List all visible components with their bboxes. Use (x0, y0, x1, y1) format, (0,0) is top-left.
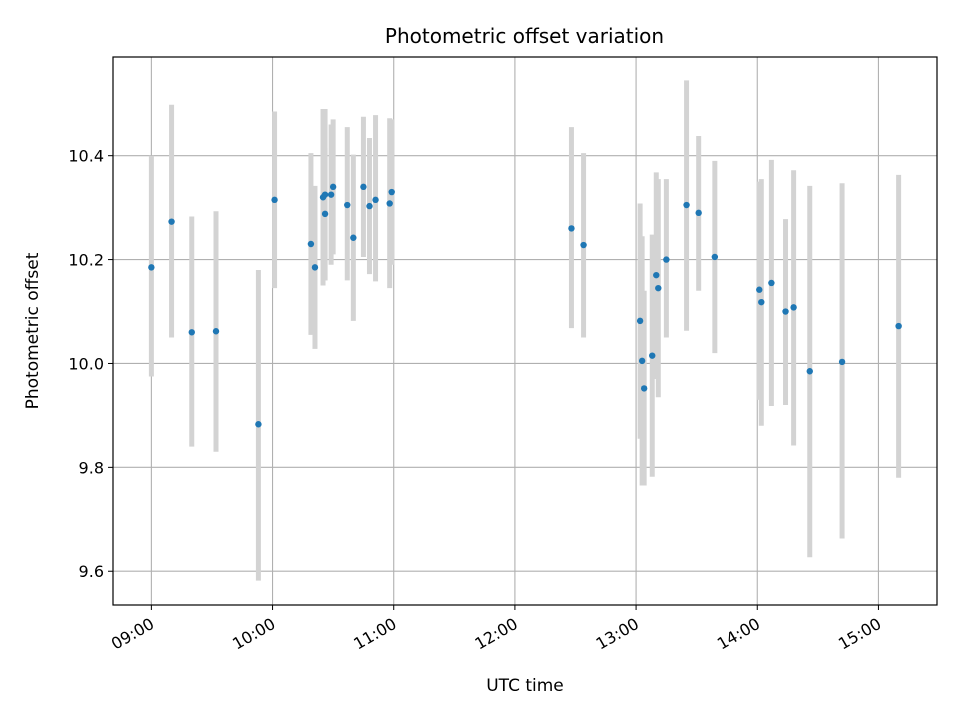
data-point (372, 196, 379, 204)
data-point (148, 264, 155, 271)
data-point (360, 183, 367, 191)
data-point (768, 279, 775, 287)
data-point (758, 298, 765, 306)
data-point (271, 196, 278, 204)
data-point (636, 317, 644, 325)
data-points (148, 183, 902, 428)
data-point (188, 329, 195, 336)
y-tick-label: 9.6 (79, 562, 104, 581)
data-point (212, 328, 220, 335)
data-point (386, 200, 393, 207)
x-axis-label: UTC time (486, 676, 564, 696)
data-point (255, 421, 262, 428)
y-tick-label: 10.2 (68, 251, 104, 270)
data-point (388, 188, 395, 196)
x-tick-label: 15:00 (835, 614, 884, 654)
data-point (311, 264, 319, 271)
data-point (638, 357, 646, 365)
data-point (640, 385, 648, 392)
x-tick-label: 14:00 (714, 614, 763, 654)
data-point (806, 368, 813, 375)
data-point (653, 271, 660, 279)
y-tick-label: 10.0 (68, 354, 104, 373)
data-point (649, 352, 656, 359)
x-tick-label: 10:00 (229, 614, 278, 654)
y-axis-ticks: 9.6 9.8 10.0 10.2 10.4 (68, 147, 113, 581)
y-tick-label: 9.8 (79, 458, 104, 477)
plot-frame (112, 56, 938, 606)
y-axis-label: Photometric offset (23, 252, 43, 409)
data-point (663, 256, 670, 263)
data-point (366, 202, 373, 210)
data-point (568, 225, 575, 232)
data-point (782, 308, 789, 315)
grid (113, 57, 937, 605)
data-point (711, 253, 719, 261)
x-tick-label: 12:00 (471, 614, 520, 654)
data-point (895, 322, 902, 330)
data-point (344, 201, 351, 209)
data-point (756, 286, 763, 293)
data-point (307, 240, 315, 248)
data-point (695, 209, 702, 217)
x-tick-label: 11:00 (350, 614, 399, 654)
data-point (168, 218, 175, 225)
x-tick-label: 09:00 (108, 614, 157, 654)
chart-title: Photometric offset variation (385, 24, 664, 48)
data-point (683, 201, 690, 209)
data-point (655, 284, 662, 292)
data-point (327, 191, 335, 198)
x-axis-ticks: 09:00 10:00 11:00 12:00 13:00 14:00 15:00 (108, 605, 884, 654)
y-tick-label: 10.4 (68, 147, 104, 166)
x-tick-label: 13:00 (593, 614, 642, 654)
data-point (321, 191, 329, 198)
data-point (329, 183, 337, 191)
data-point (350, 234, 357, 241)
data-point (580, 241, 587, 249)
data-point (838, 358, 846, 366)
data-point (790, 304, 797, 311)
data-point (321, 210, 329, 218)
